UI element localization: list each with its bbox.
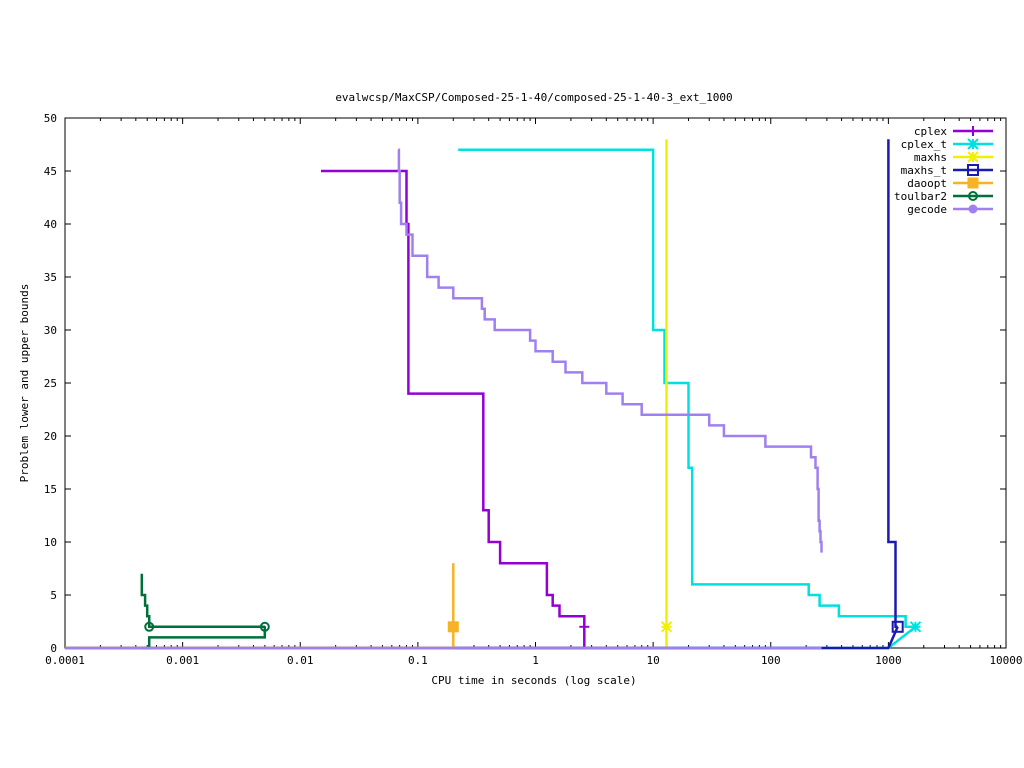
legend-item-maxhs: maxhs: [914, 151, 993, 164]
x-tick-label: 10000: [989, 654, 1022, 667]
y-tick-label: 40: [44, 218, 57, 231]
plot-frame: [64, 117, 1007, 649]
y-tick-label: 30: [44, 324, 57, 337]
series-upper-line: [887, 139, 898, 629]
legend-marker: [967, 138, 979, 150]
series-point: [259, 621, 270, 632]
legend-label: daoopt: [907, 177, 947, 190]
y-tick-label: 5: [50, 589, 57, 602]
y-tick-label: 35: [44, 271, 57, 284]
legend: cplexcplex_tmaxhsmaxhs_tdaoopttoulbar2ge…: [894, 125, 993, 216]
legend-label: maxhs_t: [901, 164, 947, 177]
series-cplex: [65, 169, 590, 650]
series-upper-line: [397, 148, 823, 553]
series-daoopt: [65, 563, 459, 650]
x-tick-label: 1000: [875, 654, 902, 667]
series-point: [660, 621, 673, 633]
x-tick-label: 10: [647, 654, 660, 667]
x-tick-label: 0.0001: [45, 654, 85, 667]
series-lower-line: [65, 626, 586, 650]
series-cplex_t: [65, 148, 922, 650]
x-axis: 0.0001 0.001 0.01 0.1 1 10 100 1000 10000: [45, 118, 1023, 667]
legend-item-toulbar2: toulbar2: [894, 190, 993, 203]
y-tick-label: 15: [44, 483, 57, 496]
legend-marker: [967, 177, 979, 189]
y-tick-label: 0: [50, 642, 57, 655]
y-axis: 0 5 10 15 20 25 30 35 40 45 50: [44, 112, 1006, 655]
legend-label: gecode: [907, 203, 947, 216]
y-tick-label: 45: [44, 165, 57, 178]
chart-title: evalwcsp/MaxCSP/Composed-25-1-40/compose…: [335, 91, 732, 104]
x-tick-label: 1: [532, 654, 539, 667]
series-upper-line: [321, 169, 586, 627]
series-upper-line: [458, 148, 916, 629]
legend-marker: [968, 191, 978, 201]
y-tick-label: 20: [44, 430, 57, 443]
x-tick-label: 0.01: [287, 654, 314, 667]
series-point: [579, 621, 590, 632]
legend-item-cplex_t: cplex_t: [901, 138, 993, 151]
y-tick-label: 50: [44, 112, 57, 125]
legend-label: toulbar2: [894, 190, 947, 203]
x-tick-label: 0.001: [166, 654, 199, 667]
series-upper-line: [140, 573, 265, 629]
series-layer: [65, 139, 922, 650]
legend-item-maxhs_t: maxhs_t: [901, 164, 993, 177]
series-point: [891, 620, 904, 633]
x-tick-label: 0.1: [408, 654, 428, 667]
series-point: [447, 621, 459, 633]
series-maxhs: [65, 139, 673, 650]
x-tick-label: 100: [761, 654, 781, 667]
series-gecode: [65, 148, 823, 650]
series-lower-line: [141, 626, 267, 650]
legend-marker: [968, 126, 978, 136]
legend-marker: [967, 151, 979, 163]
series-toulbar2: [140, 573, 270, 650]
legend-label: cplex: [914, 125, 947, 138]
legend-item-cplex: cplex: [914, 125, 993, 138]
legend-item-gecode: gecode: [907, 203, 993, 216]
series-point: [144, 621, 155, 632]
y-tick-label: 25: [44, 377, 57, 390]
series-point: [909, 621, 922, 633]
legend-marker: [968, 204, 978, 214]
legend-item-daoopt: daoopt: [907, 177, 993, 190]
y-tick-label: 10: [44, 536, 57, 549]
legend-label: cplex_t: [901, 138, 947, 151]
y-axis-label: Problem lower and upper bounds: [18, 284, 31, 483]
legend-label: maxhs: [914, 151, 947, 164]
x-axis-label: CPU time in seconds (log scale): [431, 674, 636, 687]
legend-marker: [967, 164, 979, 176]
